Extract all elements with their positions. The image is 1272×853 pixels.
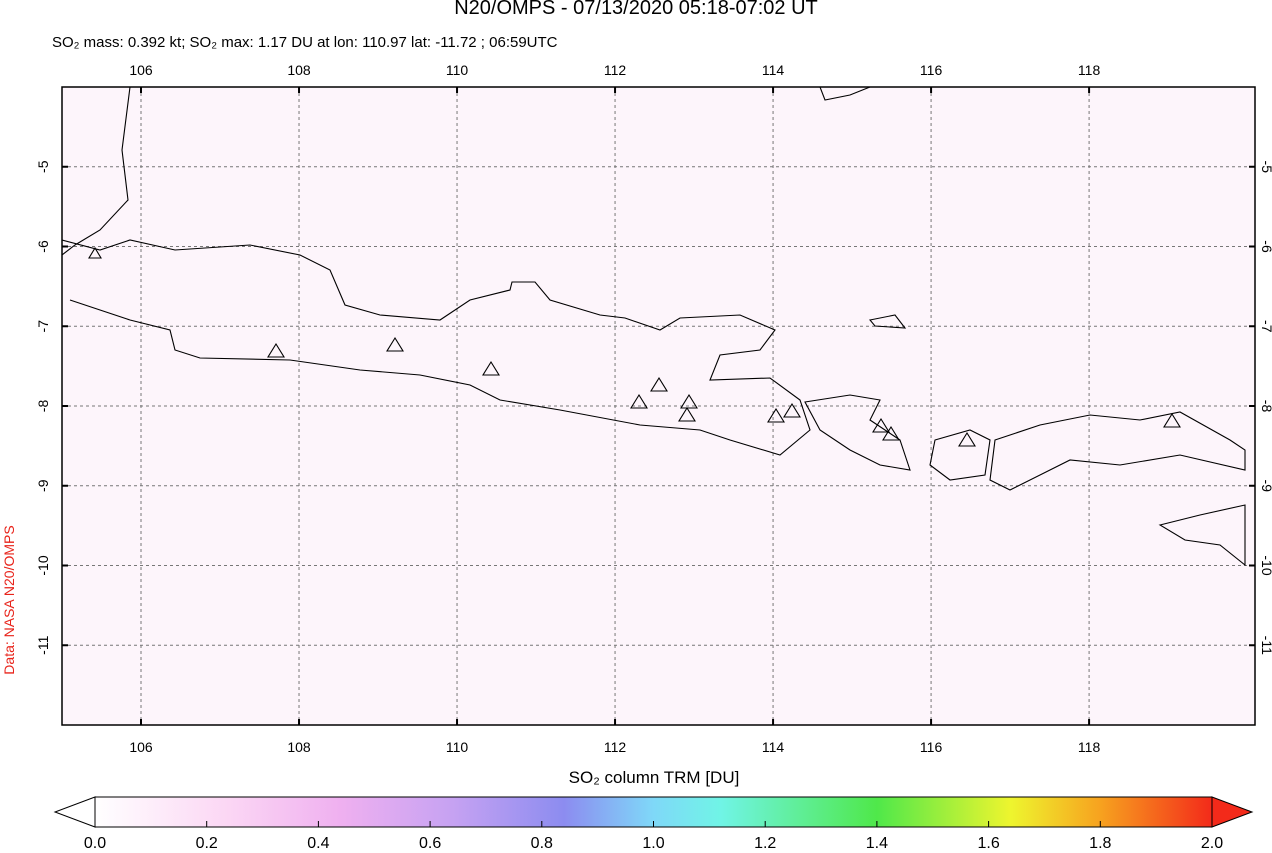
x-tick-label: 116 (920, 62, 943, 78)
x-tick-label: 106 (129, 62, 153, 78)
axes: 106 106 108 108 110 110 112 112 114 114 116 116 118 1… (35, 62, 1272, 755)
y-tick-label: -6 (35, 240, 51, 253)
colorbar-tick-label: 1.8 (1089, 835, 1111, 852)
credit: Data: NASA N20/OMPS (1, 525, 17, 674)
colorbar-label: SO₂ column TRM [DU] (569, 768, 740, 787)
coastline (804, 394, 911, 471)
y-tick-label: -9 (1259, 480, 1272, 493)
colorbar-over (1211, 796, 1254, 828)
colorbar-tick-label: 0.0 (84, 835, 106, 852)
coastlines (62, 87, 1246, 567)
colorbar-tick-label: 0.6 (419, 835, 441, 852)
colorbar-tick-label: 1.0 (642, 835, 664, 852)
x-tick-label: 106 (129, 739, 153, 755)
x-tick-label: 118 (1078, 739, 1101, 755)
colorbar: 0.0 0.2 0.4 0.6 0.8 1.0 1.2 1.4 1.6 1.8 2.0 (53, 796, 1254, 852)
volcanoes (88, 246, 1181, 447)
y-tick-label: -6 (1259, 240, 1272, 253)
x-tick-label: 112 (604, 62, 627, 78)
colorbar-tick-label: 1.4 (866, 835, 888, 852)
colorbar-under (53, 796, 96, 828)
coastline (868, 314, 907, 329)
y-tick-label: -8 (1259, 400, 1272, 413)
coastline (1158, 504, 1246, 567)
volcano (88, 246, 1181, 447)
x-tick-label: 116 (920, 739, 943, 755)
title: N20/OMPS - 07/13/2020 05:18-07:02 UT (454, 0, 818, 19)
coastline (929, 429, 991, 481)
colorbar-tick-label: 2.0 (1201, 835, 1223, 852)
colorbar-tick-label: 1.6 (977, 835, 999, 852)
coastline (989, 411, 1246, 491)
y-tick-label: -7 (35, 320, 51, 333)
y-tick-label: -7 (1259, 320, 1272, 333)
y-tick-label: -10 (35, 555, 51, 575)
x-tick-label: 114 (762, 62, 785, 78)
x-tick-label: 110 (446, 62, 469, 78)
subtitle: SO₂ mass: 0.392 kt; SO₂ max: 1.17 DU at … (52, 34, 558, 51)
colorbar-tick-label: 0.8 (531, 835, 553, 852)
x-tick-label: 108 (287, 739, 311, 755)
x-tick-label: 114 (762, 739, 785, 755)
colorbar-tick-label: 0.2 (196, 835, 218, 852)
coastline (62, 239, 811, 456)
x-tick-label: 108 (287, 62, 311, 78)
colorbar-tick-label: 0.4 (307, 835, 329, 852)
x-tick-label: 110 (446, 739, 469, 755)
coastline (62, 87, 131, 256)
y-tick-label: -11 (1259, 636, 1272, 655)
y-tick-label: -11 (35, 635, 51, 654)
colorbar-tick-label: 1.2 (754, 835, 776, 852)
y-tick-label: -5 (1259, 161, 1272, 174)
y-tick-label: -9 (35, 479, 51, 492)
coastline (819, 87, 871, 101)
y-tick-label: -5 (35, 160, 51, 173)
y-tick-label: -8 (35, 400, 51, 413)
x-tick-label: 112 (604, 739, 627, 755)
x-tick-label: 118 (1078, 62, 1101, 78)
y-tick-label: -10 (1259, 555, 1272, 575)
grid (62, 87, 1255, 725)
